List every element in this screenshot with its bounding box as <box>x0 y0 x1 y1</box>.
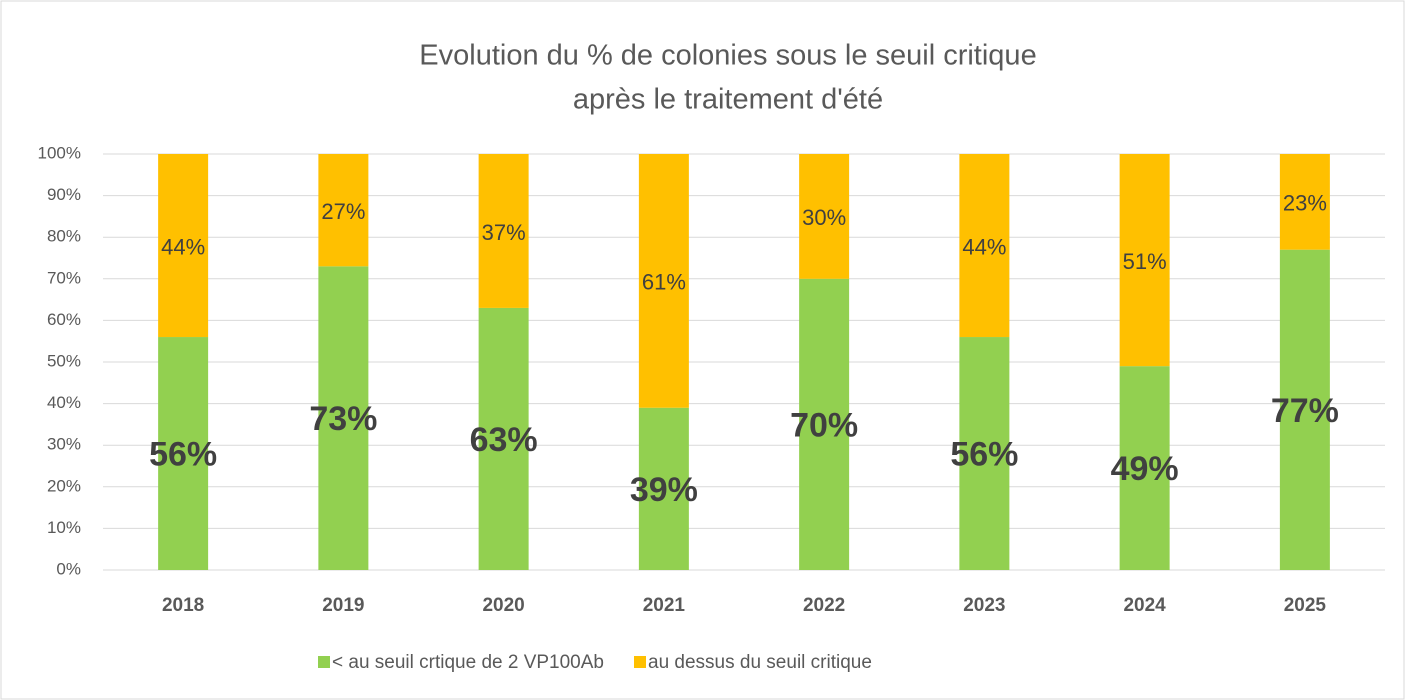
legend-label: < au seuil crtique de 2 VP100Ab <box>332 652 604 673</box>
bar-segment <box>638 407 689 570</box>
bar-segment <box>318 154 369 267</box>
y-tick-label: 30% <box>47 435 81 454</box>
data-label: 61% <box>642 270 686 295</box>
x-tick-label: 2025 <box>1284 595 1327 616</box>
y-tick-label: 40% <box>47 393 81 412</box>
data-label: 39% <box>630 471 698 509</box>
bar-segment <box>158 154 209 338</box>
bar-segment <box>959 154 1010 338</box>
x-tick-label: 2021 <box>643 595 686 616</box>
data-label: 30% <box>802 205 846 230</box>
legend-swatch <box>318 656 330 668</box>
data-label: 49% <box>1111 450 1179 488</box>
data-label: 73% <box>309 400 377 438</box>
data-label: 23% <box>1283 191 1327 216</box>
legend-label: au dessus du seuil critique <box>648 652 872 673</box>
data-label: 77% <box>1271 392 1339 430</box>
bar-segment <box>799 154 850 279</box>
x-tick-label: 2024 <box>1123 595 1166 616</box>
x-tick-label: 2018 <box>162 595 204 616</box>
legend-swatch <box>634 656 646 668</box>
data-label: 63% <box>470 421 538 459</box>
y-tick-label: 0% <box>56 559 81 578</box>
bar-segment <box>1279 249 1330 570</box>
x-tick-label: 2020 <box>482 595 524 616</box>
x-tick-label: 2022 <box>803 595 845 616</box>
data-label: 44% <box>161 234 205 259</box>
bar-segment <box>1119 154 1170 367</box>
data-label: 70% <box>790 406 858 444</box>
y-tick-label: 90% <box>47 185 81 204</box>
bar-segment <box>638 154 689 408</box>
data-label: 56% <box>950 436 1018 474</box>
y-tick-label: 20% <box>47 476 81 495</box>
data-label: 56% <box>149 436 217 474</box>
data-label: 51% <box>1123 249 1167 274</box>
chart-title: après le traitement d'été <box>573 84 883 116</box>
y-tick-label: 60% <box>47 310 81 329</box>
y-tick-label: 80% <box>47 227 81 246</box>
bar-segment <box>799 278 850 570</box>
bar-segment <box>959 337 1010 570</box>
data-label: 44% <box>962 234 1006 259</box>
y-tick-label: 70% <box>47 268 81 287</box>
bar-segment <box>478 307 529 570</box>
x-tick-label: 2019 <box>322 595 364 616</box>
bar-segment <box>478 154 529 308</box>
data-label: 37% <box>482 220 526 245</box>
bar-segment <box>1279 154 1330 250</box>
x-tick-label: 2023 <box>963 595 1005 616</box>
y-tick-label: 100% <box>38 143 81 162</box>
y-tick-label: 10% <box>47 518 81 537</box>
bar-segment <box>318 266 369 570</box>
bar-segment <box>1119 366 1170 570</box>
bar-segment <box>158 337 209 570</box>
chart-title: Evolution du % de colonies sous le seuil… <box>419 40 1036 72</box>
y-tick-label: 50% <box>47 351 81 370</box>
data-label: 27% <box>321 199 365 224</box>
